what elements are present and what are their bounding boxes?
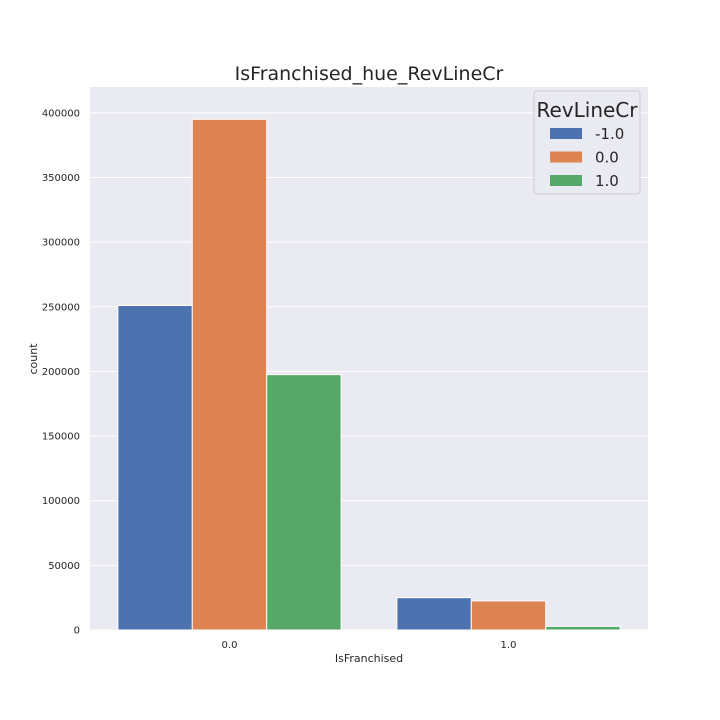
legend-label: -1.0 [595,125,624,143]
y-tick-label: 200000 [42,367,80,378]
bars [117,118,621,631]
x-axis-label: IsFranchised [335,652,403,665]
y-tick-label: 150000 [42,432,80,443]
chart-title: IsFranchised_hue_RevLineCr [235,63,504,85]
y-axis-ticks: 0 50000 100000 150000 200000 250000 300000 3500… [42,108,80,636]
y-tick-label: 50000 [48,561,80,572]
legend-swatch [550,175,582,186]
bar [396,597,472,631]
legend: RevLineCr -1.0 0.0 1.0 [533,90,641,195]
bar [266,374,342,631]
bar [545,625,621,631]
legend-title: RevLineCr [536,98,638,122]
y-tick-label: 0 [74,626,80,637]
x-tick-label: 1.0 [501,640,517,651]
y-tick-label: 350000 [42,173,80,184]
legend-label: 1.0 [595,172,619,190]
bar [470,600,547,631]
legend-label: 0.0 [595,149,619,167]
bar [191,118,268,631]
x-axis-ticks: 0.0 1.0 [222,640,517,651]
y-tick-label: 250000 [42,302,80,313]
x-tick-label: 0.0 [222,640,238,651]
legend-swatch [550,151,582,163]
y-axis-label: count [27,343,40,375]
y-tick-label: 400000 [42,108,80,119]
y-tick-label: 100000 [42,496,80,507]
bar [117,304,193,631]
legend-swatch [550,128,582,139]
legend-items: -1.0 0.0 1.0 [550,125,624,190]
y-tick-label: 300000 [42,238,80,249]
legend-box [533,90,641,195]
